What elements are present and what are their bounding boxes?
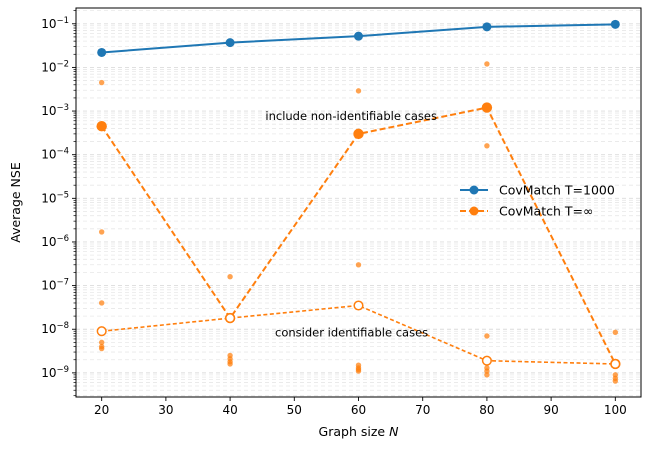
y-tick-label: 10−3 <box>41 103 69 118</box>
y-axis-title: Average NSE <box>8 162 23 243</box>
annotation-identifiable: consider identifiable cases <box>275 325 428 339</box>
x-tick-label: 50 <box>287 403 302 417</box>
series-marker-0 <box>610 19 620 29</box>
series-marker-2 <box>481 355 492 366</box>
x-tick-label: 100 <box>604 403 627 417</box>
trial-point <box>98 300 105 306</box>
trial-point <box>355 368 362 374</box>
x-tick-label: 70 <box>415 403 430 417</box>
trial-point <box>612 329 619 336</box>
series-marker-2 <box>610 358 621 370</box>
series-marker-0 <box>225 38 235 48</box>
trial-point <box>98 229 105 235</box>
series-marker-1 <box>96 120 107 132</box>
series-marker-2 <box>225 313 236 324</box>
series-marker-1 <box>353 128 364 140</box>
series-line-2 <box>101 304 616 365</box>
x-tick-label: 90 <box>543 403 558 417</box>
y-tick-label: 10−8 <box>41 321 69 336</box>
y-tick-label: 10−9 <box>41 365 69 380</box>
x-tick-label: 80 <box>479 403 494 417</box>
series-marker-2 <box>96 326 107 337</box>
annotation-non-identifiable: include non-identifiable cases <box>265 109 437 123</box>
series-marker-0 <box>354 31 363 41</box>
trial-point <box>484 61 490 67</box>
legend-entry-tinf: CovMatch T=∞ <box>460 204 593 219</box>
series-marker-1 <box>481 102 493 113</box>
trial-point <box>98 345 105 352</box>
series-marker-2 <box>353 300 364 311</box>
series-lines <box>96 19 621 370</box>
series-marker-0 <box>482 22 492 32</box>
y-tick-label: 10−7 <box>41 278 69 293</box>
trial-point <box>355 88 362 94</box>
trial-point <box>98 339 105 346</box>
legend: CovMatch T=1000 CovMatch T=∞ <box>460 183 615 219</box>
legend-label-t1000: CovMatch T=1000 <box>499 183 615 198</box>
x-tick-label: 30 <box>158 403 173 417</box>
annotations: include non-identifiable cases consider … <box>265 109 437 340</box>
trial-point <box>355 262 362 268</box>
series-marker-0 <box>97 47 107 57</box>
x-tick-label: 20 <box>94 403 109 417</box>
trial-point <box>98 79 105 86</box>
x-tick-label: 60 <box>351 403 366 417</box>
legend-entry-t1000: CovMatch T=1000 <box>460 183 615 198</box>
y-tick-label: 10−2 <box>41 59 69 74</box>
trial-point <box>484 333 490 339</box>
y-axis: 10−9 10−8 10−7 10−6 10−5 10−4 10−3 10−2 10−1 <box>41 10 76 397</box>
trial-point <box>484 143 490 149</box>
x-axis: 20 30 40 50 60 70 80 90 100 <box>94 397 627 417</box>
trial-point <box>612 378 619 384</box>
x-tick-label: 40 <box>222 403 237 417</box>
legend-label-tinf: CovMatch T=∞ <box>499 204 593 219</box>
y-tick-label: 10−6 <box>41 234 69 249</box>
trial-point <box>227 273 233 280</box>
trial-point <box>484 368 490 374</box>
y-tick-label: 10−5 <box>41 190 69 205</box>
trial-point <box>227 361 233 367</box>
x-axis-title: Graph size N <box>319 424 400 439</box>
trial-point <box>484 372 490 378</box>
y-tick-label: 10−1 <box>41 16 69 31</box>
y-tick-label: 10−4 <box>41 147 69 162</box>
scatter-points <box>98 61 619 384</box>
